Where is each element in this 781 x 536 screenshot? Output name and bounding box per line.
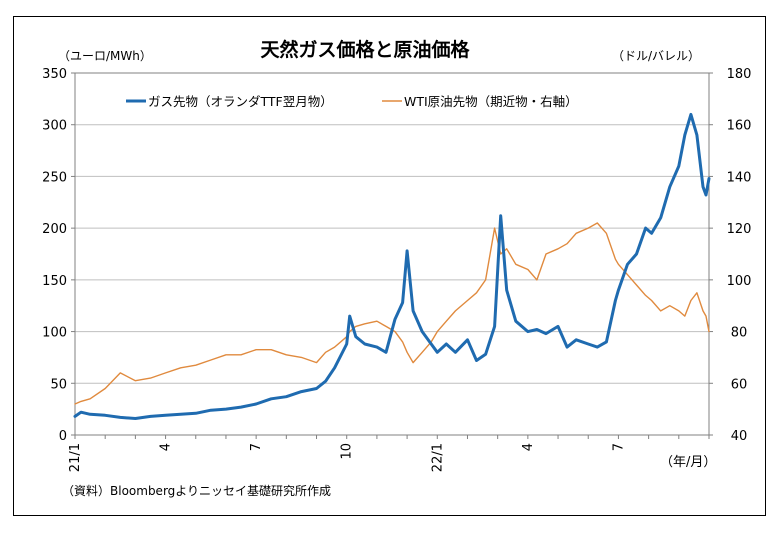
source-note: （資料）Bloombergよりニッセイ基礎研究所作成 (62, 483, 331, 498)
plot-area (74, 72, 710, 436)
x-tick-label: 21/1 (68, 443, 83, 472)
wti-series-line (74, 222, 710, 405)
left-tick-label: 100 (42, 326, 67, 341)
right-tick-label: 120 (727, 222, 752, 237)
x-tick-label: 10 (340, 443, 355, 460)
x-tick-label: 4 (521, 443, 536, 451)
right-tick-label: 100 (727, 274, 752, 289)
right-tick-label: 80 (731, 326, 748, 341)
left-tick-label: 150 (42, 274, 67, 289)
series-lines (73, 112, 711, 420)
legend-label: WTI原油先物（期近物・右軸） (404, 94, 578, 109)
left-tick-label: 350 (42, 67, 67, 82)
chart-title: 天然ガス価格と原油価格 (260, 38, 470, 61)
left-tick-label: 50 (50, 377, 67, 392)
x-axis-label: （年/月） (660, 455, 716, 470)
gridlines (75, 124, 709, 384)
right-tick-label: 180 (727, 67, 752, 82)
x-tick-label: 22/1 (430, 443, 445, 472)
x-tick-label: 4 (159, 443, 174, 451)
left-tick-label: 200 (42, 222, 67, 237)
legend: ガス先物（オランダTTF翌月物） WTI原油先物（期近物・右軸） (126, 94, 578, 109)
right-axis-unit: （ドル/バレル） (612, 49, 700, 63)
axes: 0 50 100 150 200 250 300 350 40 60 80 100 120 140 160 1… (42, 67, 751, 472)
chart-frame (13, 16, 766, 516)
left-axis-unit: （ユーロ/MWh） (58, 49, 152, 63)
gas-series-line (73, 112, 711, 420)
x-tick-label: 7 (249, 443, 264, 451)
right-tick-label: 60 (731, 377, 748, 392)
left-tick-label: 250 (42, 170, 67, 185)
left-tick-label: 300 (42, 119, 67, 134)
right-tick-label: 40 (731, 429, 748, 444)
right-tick-label: 140 (727, 170, 752, 185)
right-tick-label: 160 (727, 119, 752, 134)
legend-label: ガス先物（オランダTTF翌月物） (148, 94, 333, 109)
x-tick-label: 7 (611, 443, 626, 451)
left-tick-label: 0 (59, 429, 67, 444)
